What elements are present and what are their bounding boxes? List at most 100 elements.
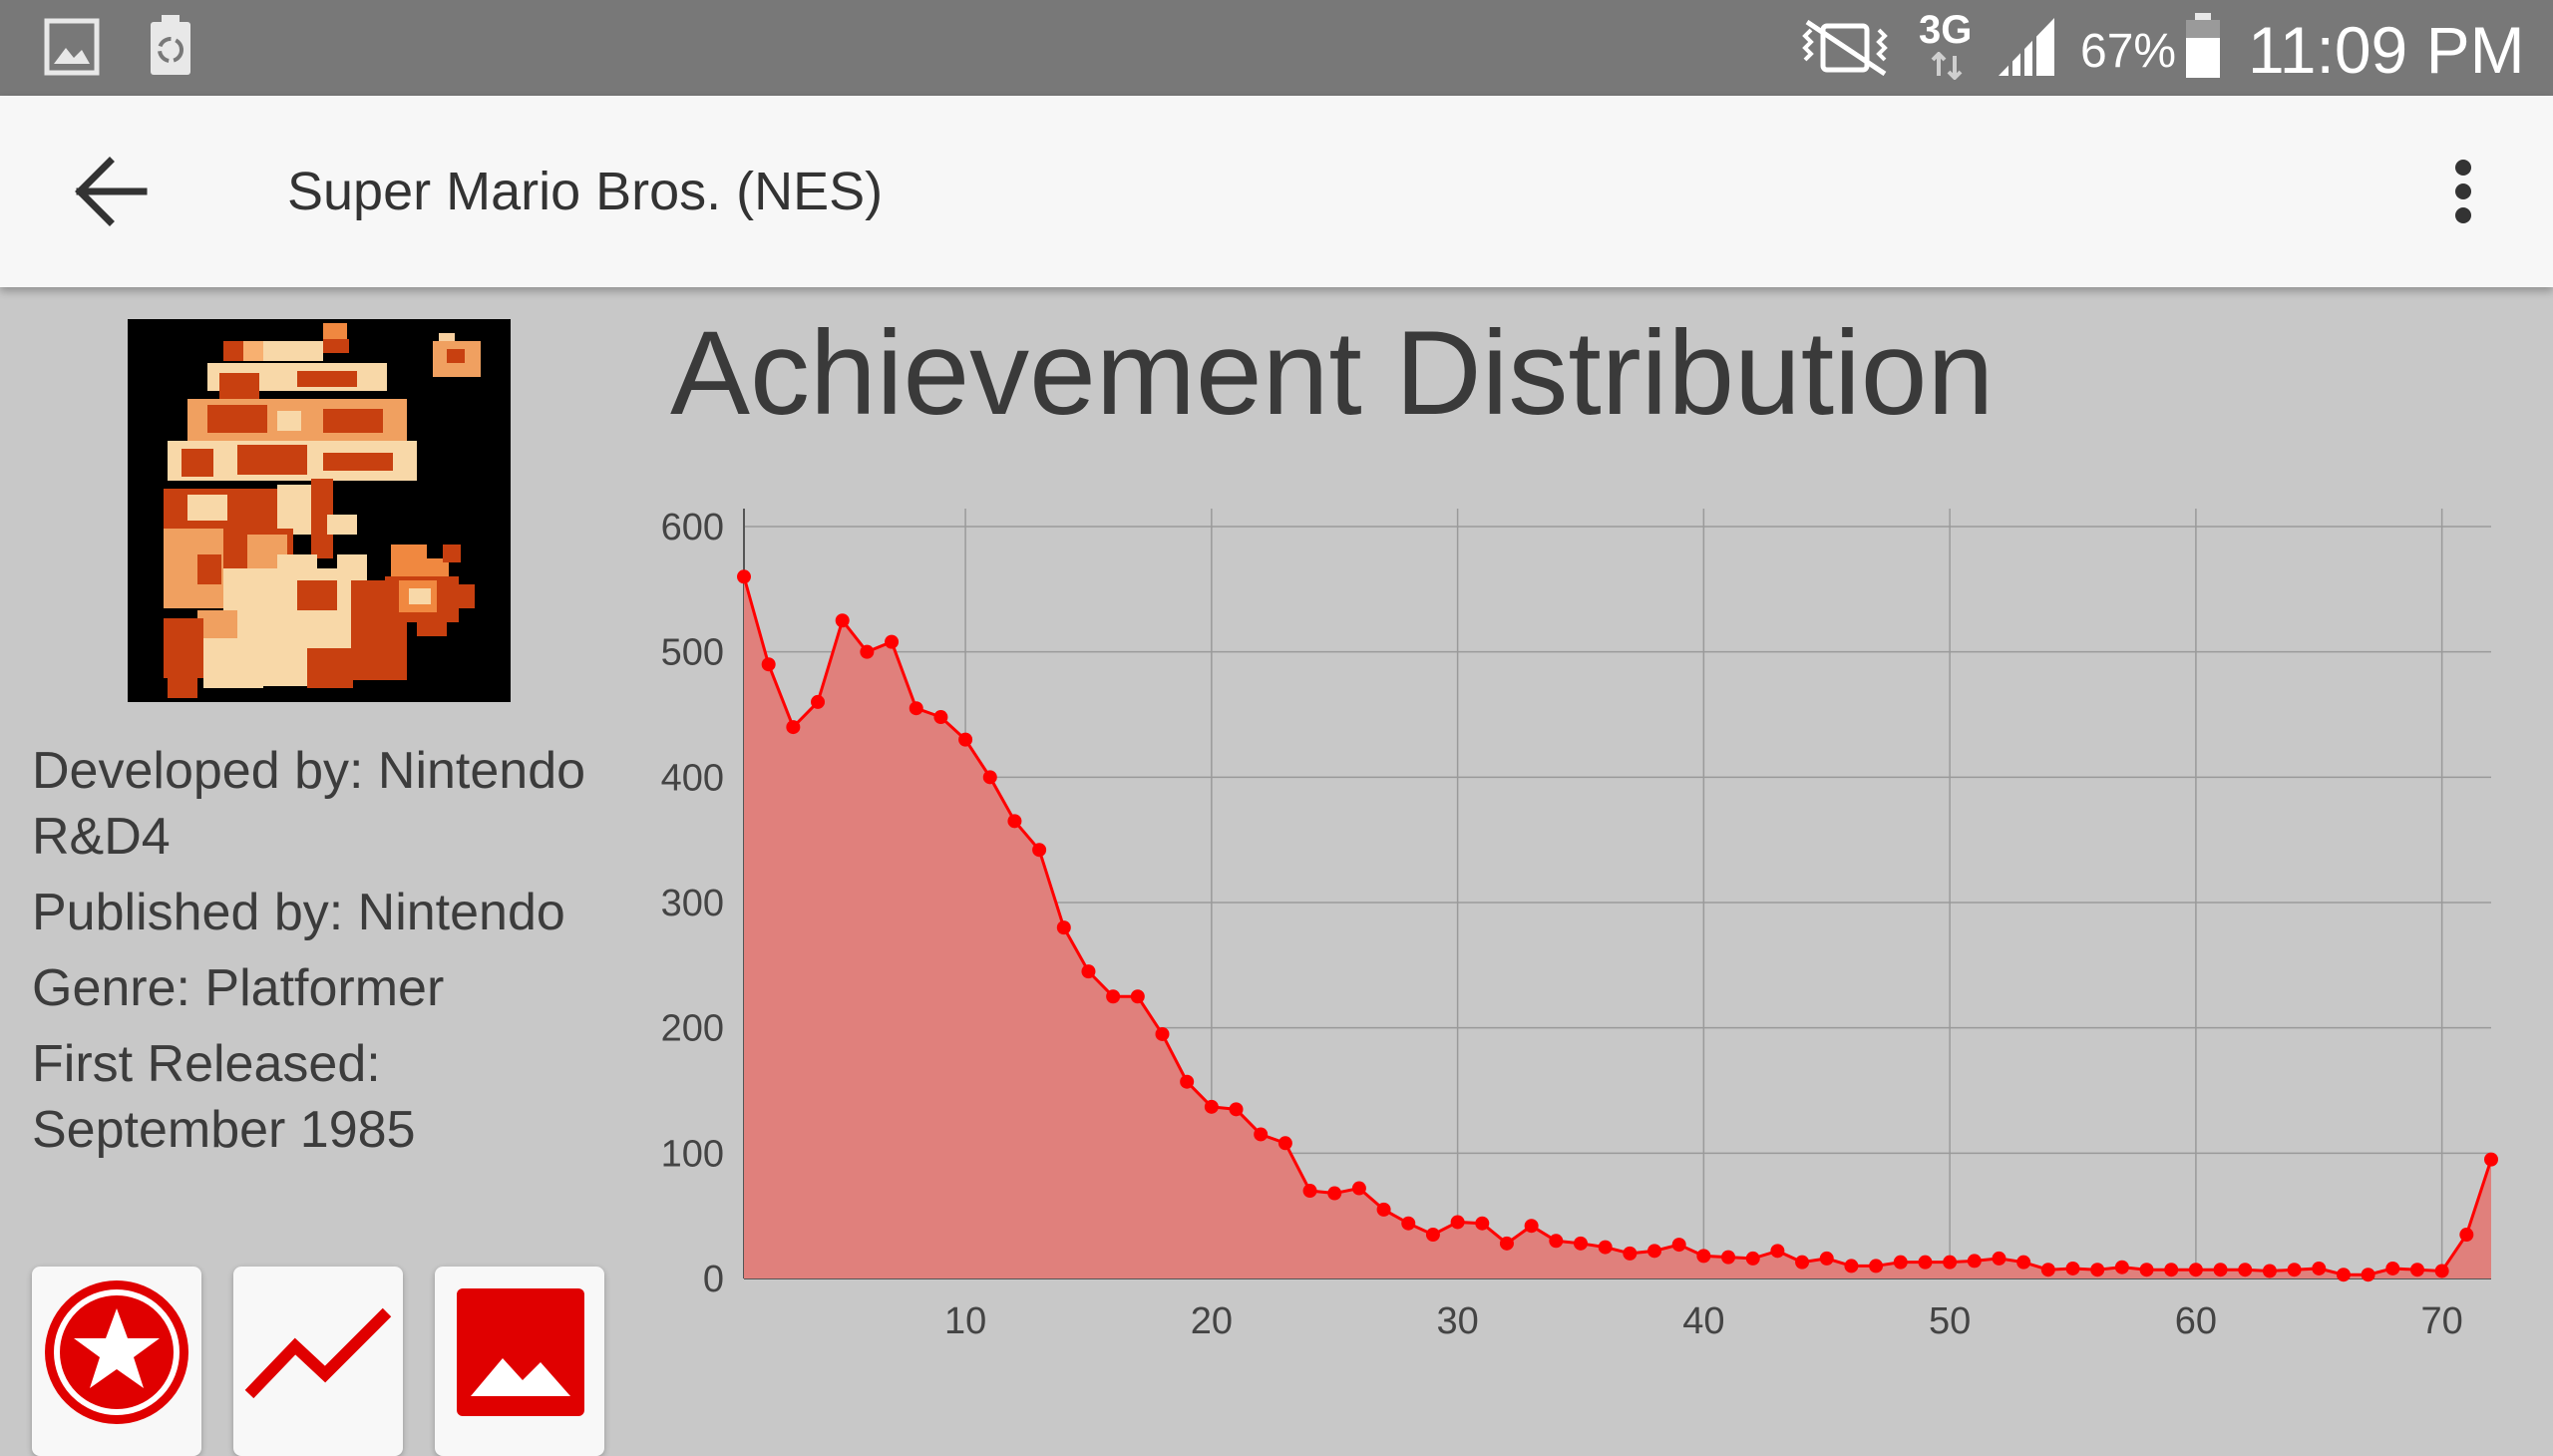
data-point	[1327, 1186, 1342, 1201]
data-point	[1992, 1251, 2006, 1266]
app-bar: Super Mario Bros. (NES)	[0, 96, 2553, 287]
data-point	[2484, 1152, 2498, 1167]
battery-percent: 67%	[2080, 25, 2177, 78]
y-tick-label: 500	[661, 632, 724, 674]
trending-up-icon	[244, 1307, 392, 1399]
data-point	[1499, 1236, 1514, 1251]
more-vert-icon	[2455, 160, 2471, 223]
data-point	[1376, 1202, 1391, 1217]
overflow-menu-button[interactable]	[2433, 148, 2493, 237]
signal-icon	[1999, 18, 2054, 78]
data-point	[1795, 1255, 1810, 1270]
back-button[interactable]	[58, 144, 168, 239]
gallery-icon	[44, 18, 100, 76]
data-point	[1425, 1228, 1440, 1243]
data-point	[1401, 1216, 1416, 1231]
data-point	[2385, 1261, 2400, 1275]
data-point	[1943, 1255, 1958, 1270]
stats-tab-button[interactable]	[233, 1267, 403, 1456]
data-point	[1844, 1259, 1859, 1274]
network-3g-icon	[1931, 52, 1963, 80]
data-point	[1524, 1219, 1539, 1234]
data-point	[835, 613, 850, 628]
x-tick-label: 10	[944, 1300, 986, 1342]
network-type: 3G	[1919, 8, 1973, 52]
release-date-text: First Released: September 1985	[32, 1035, 416, 1159]
data-point	[1204, 1099, 1219, 1114]
game-info: Developed by: Nintendo R&D4 Published by…	[32, 738, 640, 1173]
data-point	[1623, 1246, 1638, 1261]
battery-icon	[2186, 13, 2220, 78]
x-tick-label: 30	[1436, 1300, 1478, 1342]
vibrate-mute-icon	[1802, 20, 1888, 76]
x-tick-label: 40	[1682, 1300, 1724, 1342]
data-point	[1130, 989, 1145, 1004]
data-point	[2459, 1228, 2474, 1243]
y-tick-label: 100	[661, 1133, 724, 1175]
data-point	[2065, 1261, 2080, 1275]
page-title: Super Mario Bros. (NES)	[287, 162, 884, 221]
data-point	[1302, 1184, 1317, 1199]
data-point	[1819, 1251, 1834, 1266]
genre-text: Genre: Platformer	[32, 959, 445, 1017]
data-point	[1277, 1136, 1292, 1151]
achievements-tab-button[interactable]	[32, 1267, 201, 1456]
chart-title: Achievement Distribution	[670, 306, 1995, 440]
data-point	[1721, 1250, 1736, 1265]
data-point	[1696, 1249, 1711, 1264]
data-point	[811, 694, 826, 709]
data-point	[2287, 1263, 2302, 1277]
data-point	[2262, 1264, 2277, 1278]
data-point	[860, 644, 875, 659]
game-cover-art	[128, 319, 511, 702]
data-point	[2409, 1263, 2424, 1277]
data-point	[2336, 1268, 2351, 1282]
data-point	[1549, 1234, 1564, 1249]
data-point	[1155, 1026, 1170, 1041]
data-point	[786, 720, 801, 735]
y-tick-label: 300	[661, 883, 724, 924]
gallery-tab-button[interactable]	[435, 1267, 604, 1456]
data-point	[2090, 1263, 2105, 1277]
data-point	[1573, 1236, 1588, 1251]
x-tick-label: 50	[1929, 1300, 1971, 1342]
data-point	[1450, 1215, 1465, 1230]
data-point	[958, 732, 973, 747]
data-point	[2040, 1263, 2055, 1277]
data-point	[2434, 1264, 2449, 1278]
star-badge-icon	[45, 1280, 188, 1424]
data-point	[1745, 1251, 1760, 1266]
data-point	[737, 569, 751, 584]
data-point	[909, 701, 923, 716]
mario-sprite-image	[128, 319, 511, 702]
y-tick-label: 400	[661, 757, 724, 799]
y-tick-label: 0	[703, 1259, 724, 1300]
data-point	[2238, 1263, 2253, 1277]
data-point	[2164, 1263, 2179, 1277]
data-point	[1032, 843, 1047, 858]
y-tick-label: 200	[661, 1008, 724, 1050]
data-point	[885, 634, 900, 649]
data-point	[1647, 1244, 1662, 1259]
data-point	[933, 710, 948, 725]
data-point	[1475, 1216, 1490, 1231]
data-point	[1770, 1244, 1785, 1259]
data-point	[1056, 920, 1071, 935]
x-tick-label: 70	[2421, 1300, 2463, 1342]
data-point	[1007, 814, 1022, 829]
data-point	[982, 770, 997, 785]
clock: 11:09 PM	[2248, 13, 2525, 87]
data-point	[1893, 1255, 1908, 1270]
data-point	[1671, 1238, 1686, 1253]
data-point	[1918, 1255, 1933, 1270]
recycle-icon	[151, 15, 190, 75]
data-point	[2213, 1263, 2228, 1277]
data-point	[1869, 1259, 1884, 1274]
arrow-left-icon	[75, 157, 148, 226]
data-point	[1106, 989, 1121, 1004]
data-point	[1229, 1102, 1244, 1117]
data-point	[761, 657, 776, 672]
x-tick-label: 20	[1191, 1300, 1233, 1342]
data-point	[2312, 1261, 2327, 1275]
